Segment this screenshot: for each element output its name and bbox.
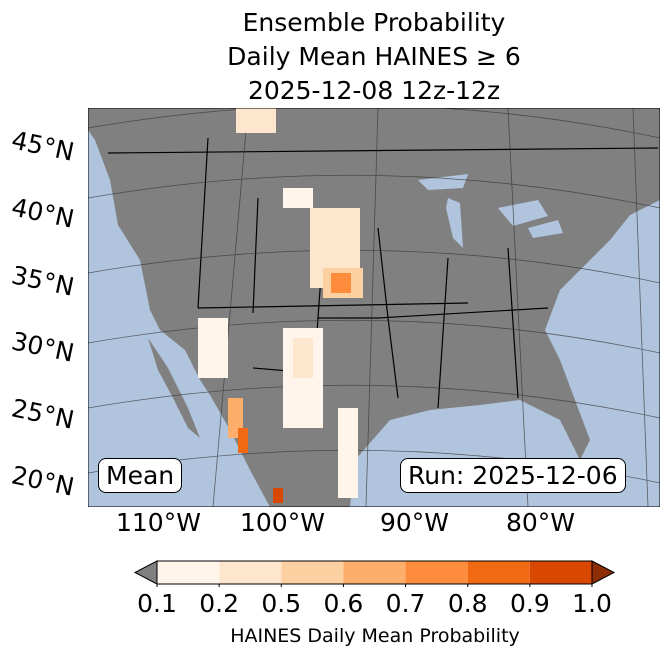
colorbar-tick-label: 0.2 <box>199 589 240 618</box>
colorbar-label: HAINES Daily Mean Probability <box>230 625 520 647</box>
lon-label: 90°W <box>380 508 450 537</box>
lat-label: 25°N <box>8 393 77 435</box>
colorbar-segment <box>467 561 530 584</box>
probability-map <box>88 108 660 507</box>
graticule <box>88 108 660 507</box>
probability-patches <box>198 108 363 503</box>
colorbar-frame <box>156 560 593 585</box>
lat-label: 40°N <box>8 192 77 234</box>
colorbar <box>133 560 616 587</box>
lon-label: 100°W <box>240 508 325 537</box>
lon-label: 80°W <box>506 508 576 537</box>
colorbar-tick-label: 0.5 <box>261 589 302 618</box>
colorbar-tick-label: 0.6 <box>323 589 364 618</box>
run-date-box: Run: 2025-12-06 <box>400 458 626 493</box>
lat-label: 45°N <box>8 125 77 167</box>
lat-label: 30°N <box>8 326 77 368</box>
colorbar-segment <box>343 561 406 584</box>
great-lakes <box>418 174 563 248</box>
state-borders <box>107 137 659 409</box>
title-line-2: Daily Mean HAINES ≥ 6 <box>227 42 521 71</box>
title-line-3: 2025-12-08 12z-12z <box>247 76 501 105</box>
colorbar-over-extend <box>591 560 616 585</box>
colorbar-under-extend <box>133 560 158 585</box>
colorbar-segment <box>405 561 468 584</box>
colorbar-segment <box>281 561 344 584</box>
lat-label: 20°N <box>8 460 77 502</box>
colorbar-tick-label: 0.7 <box>385 589 426 618</box>
colorbar-tick-label: 1.0 <box>572 589 612 618</box>
colorbar-tick-label: 0.9 <box>509 589 550 618</box>
colorbar-segment <box>157 561 220 584</box>
colorbar-segment <box>219 561 282 584</box>
mean-label-box: Mean <box>98 458 183 493</box>
colorbar-tick-label: 0.1 <box>137 589 177 618</box>
lat-label: 35°N <box>8 260 77 302</box>
baja <box>148 338 200 438</box>
colorbar-segment <box>529 561 592 584</box>
title-line-1: Ensemble Probability <box>242 8 506 37</box>
lon-label: 110°W <box>116 508 201 537</box>
colorbar-tick-label: 0.8 <box>447 589 488 618</box>
